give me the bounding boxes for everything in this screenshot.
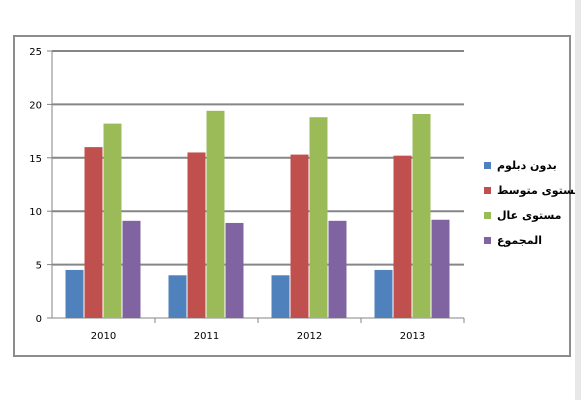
bar (271, 275, 290, 318)
legend-label: مستوى عال (497, 209, 562, 222)
legend-swatch (484, 237, 491, 244)
window-edge (575, 0, 581, 400)
bar (290, 154, 309, 318)
legend-item: بدون دبلوم (484, 153, 576, 178)
x-tick-label: 2011 (194, 331, 219, 342)
legend-item: المجموع (484, 228, 576, 253)
bar (65, 269, 84, 318)
bar (206, 110, 225, 318)
legend-label: بدون دبلوم (497, 159, 557, 172)
legend-label: المجموع (497, 234, 542, 247)
legend-swatch (484, 187, 491, 194)
bar (431, 219, 450, 318)
bar (168, 275, 187, 318)
x-tick-label: 2010 (91, 331, 116, 342)
y-tick-label: 10 (29, 207, 42, 218)
y-tick-label: 15 (29, 154, 42, 165)
bar (412, 114, 431, 319)
y-tick-label: 5 (36, 261, 42, 272)
bar (309, 117, 328, 318)
legend-label: مستوى متوسط (497, 184, 581, 197)
bar (393, 155, 412, 318)
bar (187, 152, 206, 318)
legend-swatch (484, 212, 491, 219)
y-tick-label: 25 (29, 47, 42, 58)
bar (122, 220, 141, 318)
legend-item: مستوى متوسط (484, 178, 581, 203)
y-tick-label: 20 (29, 100, 42, 111)
legend-swatch (484, 162, 491, 169)
y-tick-label: 0 (36, 314, 42, 325)
bar (103, 123, 122, 319)
x-tick-label: 2013 (400, 331, 425, 342)
bar (374, 269, 393, 318)
legend: بدون دبلوم مستوى متوسط مستوى عال المجموع (484, 153, 581, 253)
bar (84, 147, 103, 318)
bar (328, 220, 347, 318)
legend-item: مستوى عال (484, 203, 576, 228)
x-tick-label: 2012 (297, 331, 322, 342)
bar (225, 222, 244, 318)
